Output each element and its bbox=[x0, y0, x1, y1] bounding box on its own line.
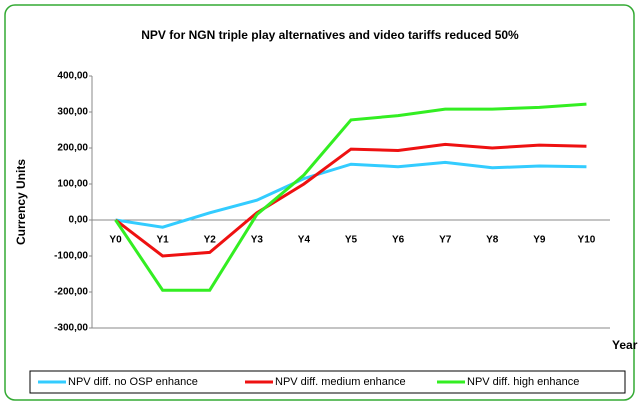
chart-frame bbox=[4, 4, 635, 401]
x-tick-label: Y5 bbox=[345, 235, 358, 246]
series-line bbox=[114, 142, 587, 258]
x-tick-label: Y4 bbox=[298, 235, 311, 246]
y-tick-label: -300,00 bbox=[54, 323, 88, 334]
x-tick-label: Y7 bbox=[439, 235, 452, 246]
x-axis-title: Year bbox=[612, 338, 638, 352]
legend-box bbox=[29, 370, 626, 394]
x-tick-label: Y9 bbox=[533, 235, 546, 246]
series-line bbox=[115, 160, 587, 229]
legend-label: NPV diff. medium enhance bbox=[275, 376, 406, 388]
y-axis-title: Currency Units bbox=[14, 159, 28, 245]
x-tick-label: Y6 bbox=[392, 235, 405, 246]
y-tick-label: 400,00 bbox=[57, 71, 88, 82]
x-tick-label: Y2 bbox=[204, 235, 217, 246]
x-tick-label: Y1 bbox=[157, 235, 170, 246]
y-tick-label: 0,00 bbox=[69, 215, 89, 226]
y-tick-label: 200,00 bbox=[57, 143, 88, 154]
series-line bbox=[114, 102, 587, 292]
x-tick-label: Y3 bbox=[251, 235, 264, 246]
y-tick-label: -200,00 bbox=[54, 287, 88, 298]
x-tick-label: Y0 bbox=[109, 235, 122, 246]
x-tick-label: Y8 bbox=[486, 235, 499, 246]
y-tick-label: 100,00 bbox=[57, 179, 88, 190]
legend-label: NPV diff. high enhance bbox=[467, 376, 579, 388]
x-tick-label: Y10 bbox=[578, 235, 596, 246]
chart-title: NPV for NGN triple play alternatives and… bbox=[141, 28, 519, 42]
legend-label: NPV diff. no OSP enhance bbox=[68, 376, 198, 388]
y-tick-label: 300,00 bbox=[57, 107, 88, 118]
y-tick-label: -100,00 bbox=[54, 251, 88, 262]
